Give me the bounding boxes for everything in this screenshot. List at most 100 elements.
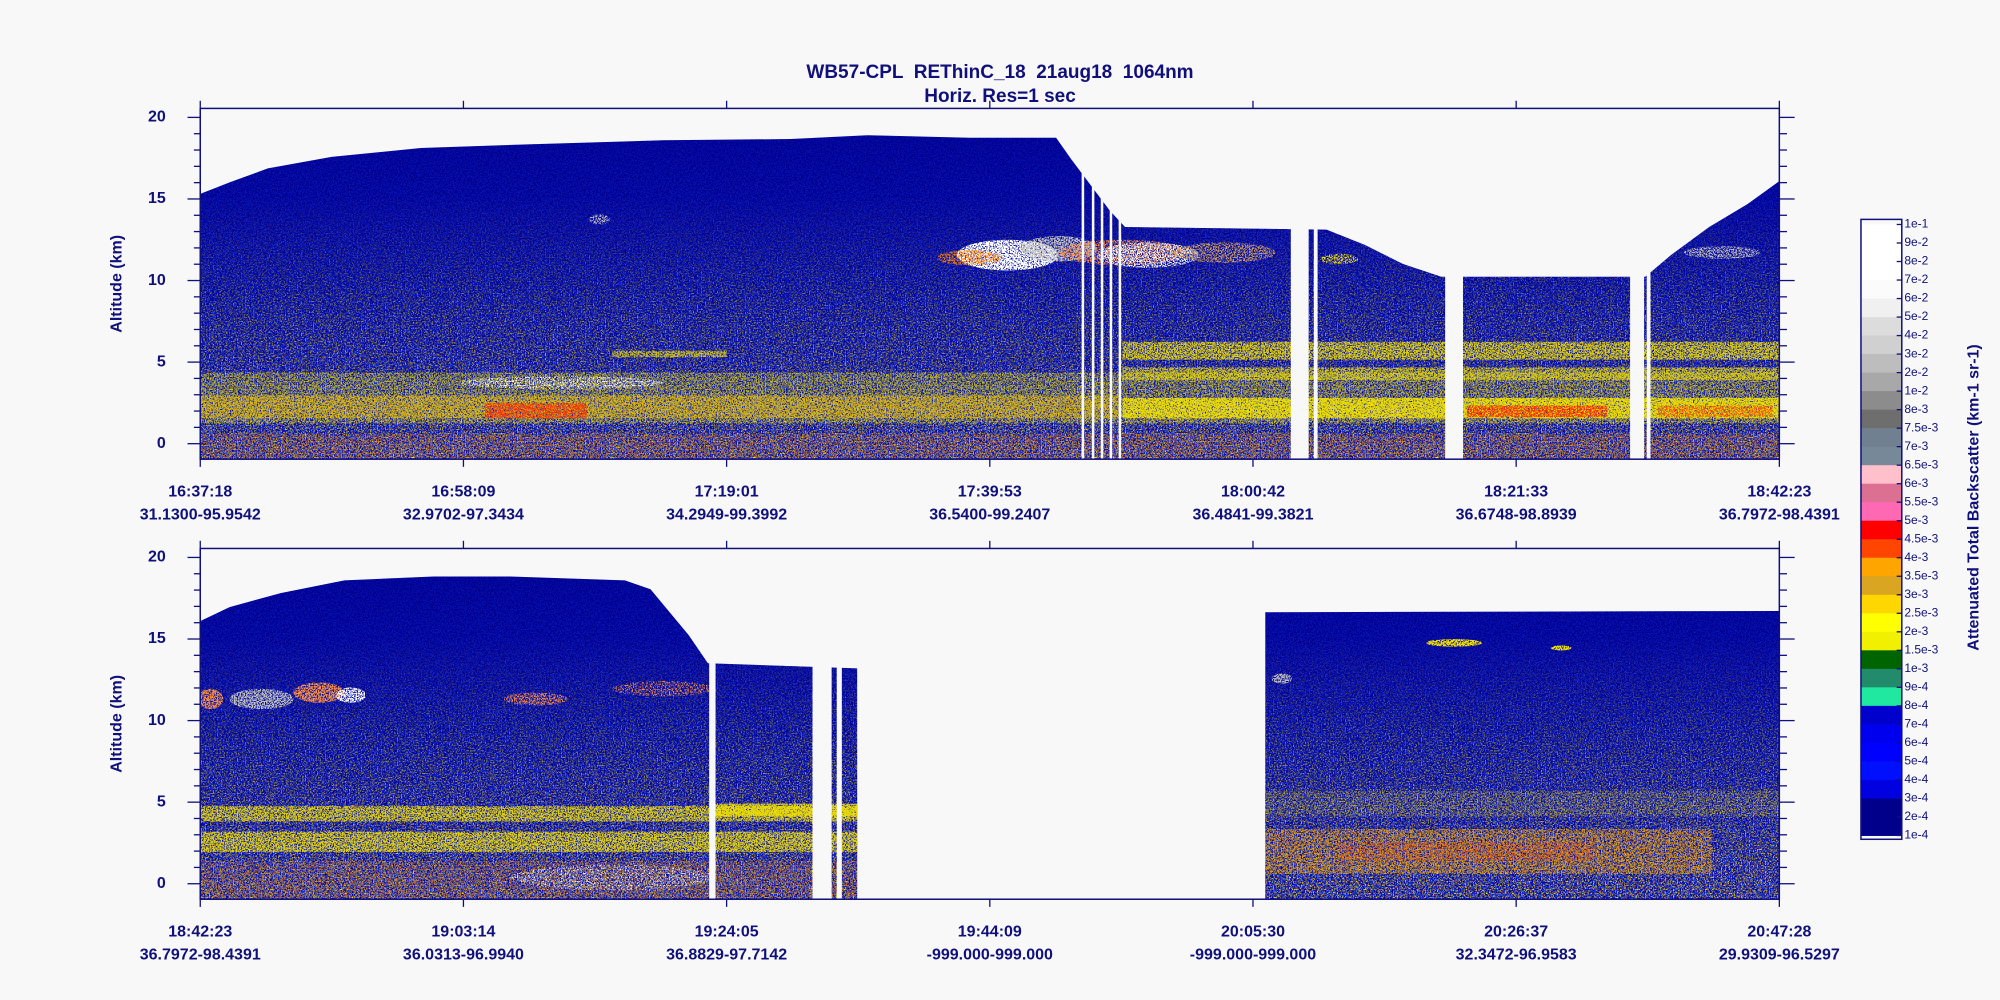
colorbar-tick-label: 2e-3	[1904, 624, 1928, 638]
colorbar-segment	[1860, 243, 1902, 263]
x-tick-time: 17:19:01	[695, 484, 759, 501]
data-gap	[1091, 108, 1095, 460]
y-tick-label: 10	[148, 712, 166, 729]
y-tick-label: 0	[157, 875, 166, 892]
x-tick-time: 20:26:37	[1484, 924, 1548, 941]
colorbar-tick-label: 1e-1	[1904, 217, 1928, 231]
x-tick-position: 29.9309-96.5297	[1719, 947, 1840, 964]
x-tick-position: 31.1300-95.9542	[140, 507, 261, 524]
colorbar-tick-label: 6.5e-3	[1904, 457, 1938, 471]
aerosol-layer	[1265, 790, 1780, 817]
y-tick-label: 15	[148, 190, 166, 207]
x-tick-time: 16:58:09	[431, 484, 495, 501]
data-gap	[1630, 108, 1645, 460]
y-tick-label: 15	[148, 630, 166, 647]
y-tick-label: 5	[157, 353, 166, 370]
colorbar-segment	[1860, 446, 1902, 466]
colorbar-tick-label: 2.5e-3	[1904, 605, 1938, 619]
colorbar-segment	[1860, 705, 1902, 725]
data-gap	[812, 548, 832, 900]
colorbar-segment	[1860, 724, 1902, 744]
colorbar-tick-label: 6e-2	[1904, 291, 1928, 305]
data-gap	[1081, 108, 1085, 460]
x-tick-time: 19:24:05	[695, 924, 759, 941]
colorbar-segment	[1860, 483, 1902, 503]
colorbar-tick-label: 1e-3	[1904, 661, 1928, 675]
aerosol-layer	[1466, 405, 1608, 418]
colorbar-segment	[1860, 557, 1902, 577]
cloud	[293, 682, 345, 703]
x-tick-position: 36.0313-96.9940	[403, 947, 524, 964]
x-tick-time: 18:21:33	[1484, 484, 1548, 501]
colorbar-segment	[1860, 298, 1902, 318]
cloud	[612, 681, 715, 697]
x-tick-time: 18:42:23	[1747, 484, 1811, 501]
aerosol-layer	[200, 806, 858, 822]
cloud	[589, 214, 610, 225]
data-gap	[1290, 108, 1309, 460]
subtitle: Horiz. Res=1 sec	[924, 86, 1076, 107]
colorbar-frame	[1860, 218, 1903, 841]
x-tick-position: 36.7972-98.4391	[140, 947, 261, 964]
colorbar-segment	[1860, 594, 1902, 614]
x-tick-time: 17:39:53	[958, 484, 1022, 501]
colorbar-segment	[1860, 409, 1902, 429]
aerosol-layer	[1658, 405, 1773, 418]
colorbar-tick-label: 7e-2	[1904, 272, 1928, 286]
x-tick-position: 36.7972-98.4391	[1719, 507, 1840, 524]
cloud	[1426, 639, 1483, 647]
colorbar-segment	[1860, 631, 1902, 651]
data-gap	[1646, 108, 1651, 460]
colorbar-label: Attenuated Total Backscatter (km-1 sr-1)	[1966, 344, 1983, 650]
x-tick-position: 36.4841-99.3821	[1192, 507, 1313, 524]
x-tick-time: 19:44:09	[958, 924, 1022, 941]
x-tick-time: 20:47:28	[1747, 924, 1811, 941]
backscatter-curtain	[200, 576, 1780, 900]
cloud	[503, 692, 568, 706]
x-tick-position: 32.9702-97.3434	[403, 507, 524, 524]
cloud	[459, 376, 664, 390]
colorbar-tick-label: 4e-4	[1904, 772, 1928, 786]
data-gap	[1100, 108, 1104, 460]
x-tick-time: 19:03:14	[431, 924, 495, 941]
cloud	[229, 688, 294, 710]
colorbar-segment	[1860, 280, 1902, 300]
colorbar-tick-label: 3.5e-3	[1904, 568, 1938, 582]
x-tick-time: 18:00:42	[1221, 484, 1285, 501]
colorbar-tick-label: 2e-4	[1904, 809, 1928, 823]
cloud	[1320, 253, 1359, 265]
colorbar-tick-label: 8e-3	[1904, 402, 1928, 416]
colorbar-segment	[1860, 502, 1902, 522]
cloud	[510, 864, 715, 891]
colorbar-segment	[1860, 335, 1902, 355]
colorbar-tick-label: 5e-4	[1904, 754, 1928, 768]
colorbar-segment	[1860, 261, 1902, 281]
cloud	[1271, 673, 1293, 684]
colorbar-segment	[1860, 779, 1902, 799]
x-tick-time: 18:42:23	[168, 924, 232, 941]
y-tick-label: 20	[148, 549, 166, 566]
colorbar-segment	[1860, 576, 1902, 596]
data-gap	[1445, 108, 1464, 460]
x-tick-position: 36.5400-99.2407	[929, 507, 1050, 524]
x-tick-position: 36.8829-97.7142	[666, 947, 787, 964]
cloud	[1551, 645, 1572, 651]
backscatter-curtain	[200, 135, 1780, 460]
cloud	[1173, 242, 1276, 263]
colorbar-tick-label: 3e-2	[1904, 346, 1928, 360]
x-tick-position: 36.6748-98.8939	[1456, 507, 1577, 524]
colorbar-tick-label: 7e-3	[1904, 439, 1928, 453]
cloud	[937, 250, 1002, 266]
aerosol-layer	[612, 350, 728, 358]
y-axis-label: Altitude (km)	[109, 235, 126, 333]
aerosol-layer	[1339, 841, 1595, 861]
colorbar-segment	[1860, 742, 1902, 762]
y-tick-label: 10	[148, 272, 166, 289]
title: WB57-CPL REThinC_18 21aug18 1064nm	[806, 62, 1193, 83]
colorbar-tick-label: 1e-4	[1904, 828, 1928, 842]
colorbar-tick-label: 5e-3	[1904, 513, 1928, 527]
colorbar-segment	[1860, 354, 1902, 374]
cloud	[335, 687, 367, 703]
colorbar-segment	[1860, 372, 1902, 392]
data-gap	[836, 548, 842, 900]
